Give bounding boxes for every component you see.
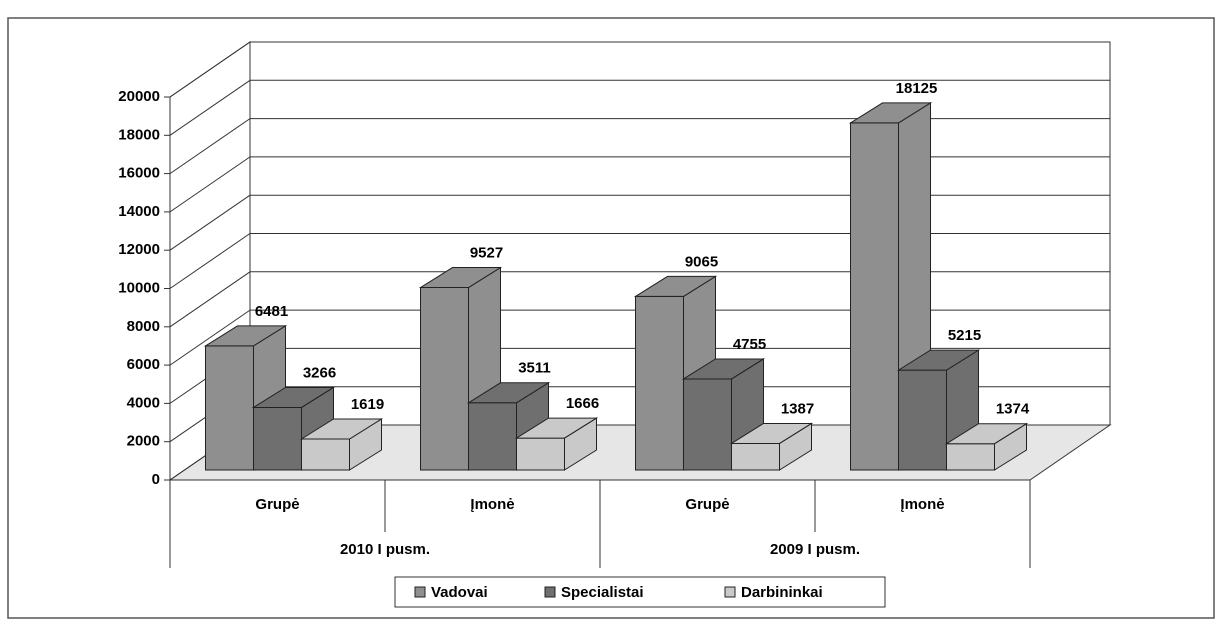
bar [299,418,384,471]
y-tick-label: 8000 [127,318,160,335]
bar-front [683,378,732,471]
bar-front [468,402,517,471]
legend-swatch [414,586,426,598]
legend-swatch [544,586,556,598]
bar-front [731,442,780,471]
bar-top [299,418,384,440]
group-label: 2010 I pusm. [340,541,430,558]
legend-swatch [724,586,736,598]
bar-top [514,417,599,439]
x-tick-label: Grupė [255,496,299,513]
bar-front [850,122,899,471]
y-tick-label: 10000 [118,279,160,296]
x-tick-label: Įmonė [470,496,514,513]
bar-front [516,437,565,471]
data-label: 3266 [303,364,336,381]
data-label: 9527 [470,245,503,262]
bar-front [253,406,302,471]
bar-top [848,102,933,124]
y-tick-label: 0 [152,471,160,488]
y-tick-label: 20000 [118,88,160,105]
data-label: 4755 [733,336,766,353]
legend-label: Darbininkai [741,584,823,601]
grid-line [169,233,251,289]
y-tick-label: 14000 [118,203,160,220]
bar-top [681,358,766,380]
grid-line [169,118,251,175]
y-tick-label: 2000 [127,433,160,450]
y-tick-label: 6000 [127,356,160,373]
data-label: 18125 [896,80,938,97]
y-tick-label: 4000 [127,394,160,411]
bar-front [301,438,350,471]
bar-front [635,295,684,471]
x-tick-label: Grupė [685,496,729,513]
bar-front [898,369,947,471]
bar-top [466,382,551,404]
bar [944,422,1029,471]
grid-line [169,194,251,251]
y-tick-label: 18000 [118,126,160,143]
data-label: 1666 [566,395,599,412]
bar [729,422,814,471]
data-label: 3511 [518,360,551,377]
bar-front [420,287,469,471]
bar-top [944,423,1029,445]
data-label: 1374 [996,401,1030,418]
bar-front [946,443,995,471]
grid-line [169,41,251,98]
grid-line [169,79,251,136]
bar-front [205,345,254,471]
data-label: 5215 [948,327,981,344]
data-label: 1619 [351,396,384,413]
bar-top [203,325,288,347]
grid-line [169,271,251,328]
data-label: 6481 [255,303,288,320]
legend-label: Vadovai [431,584,488,601]
bar-top [896,349,981,371]
bar-top [633,275,718,297]
bar-top [251,386,336,408]
y-tick-label: 16000 [118,165,160,182]
bar [514,417,599,471]
x-tick-label: Įmonė [900,496,944,513]
legend-label: Specialistai [561,584,644,601]
legend-box [394,576,886,608]
grid-line [169,156,251,213]
bar-top [729,422,814,444]
y-tick-label: 12000 [118,241,160,258]
group-label: 2009 I pusm. [770,541,860,558]
data-label: 9065 [685,253,718,270]
bar-top [418,267,503,289]
data-label: 1387 [781,400,814,417]
grid-line [169,309,251,366]
